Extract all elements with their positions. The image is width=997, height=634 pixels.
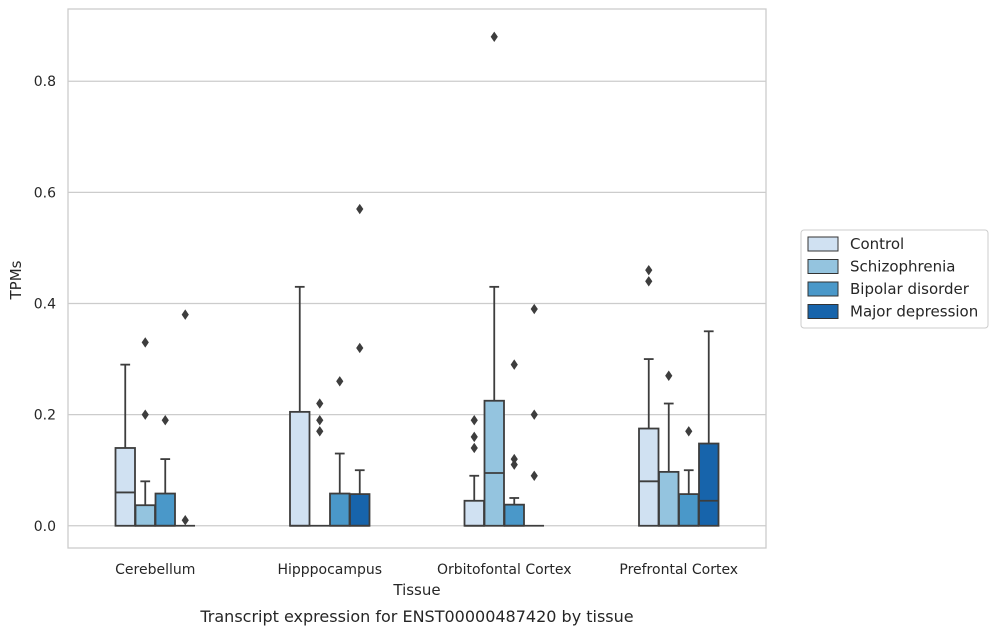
outlier-point [510,359,518,370]
box-schizophrenia [134,337,156,527]
legend: Control Schizophrenia Bipolar disorder Majo… [800,229,989,329]
y-axis-label: TPMs [7,260,25,300]
legend-label: Bipolar disorder [850,280,970,298]
legend-swatch [807,304,839,319]
x-tick-label: Prefrontal Cortex [619,562,738,578]
iqr-box [658,470,680,527]
outlier-point [490,31,498,42]
y-tick-label: 0.2 [34,408,56,424]
x-tick-labels: Cerebellum Hipppocampus Orbitofontal Corte… [115,562,738,578]
outlier-point [510,453,518,465]
iqr-box [463,499,485,527]
iqr-box [678,493,700,527]
outlier-point [316,398,324,409]
box-schizophrenia [310,398,330,527]
box-schizophrenia [658,370,680,527]
legend-swatch [807,281,839,297]
iqr-box [134,504,156,527]
legend-frame [800,229,989,329]
box-bipolar-disorder [154,414,176,527]
outlier-point [316,414,324,426]
outlier-point [645,264,653,276]
y-tick-labels: 0.0 0.2 0.4 0.6 0.8 [34,74,56,535]
y-tick-label: 0.8 [34,74,56,90]
legend-swatch [807,259,839,274]
outlier-point [316,426,324,437]
x-tick-label: Hipppocampus [277,562,382,578]
box-control [114,363,136,527]
legend-label: Schizophrenia [850,258,955,276]
outlier-point [470,431,478,443]
outlier-point [510,459,518,470]
outlier-point [645,276,653,287]
iqr-box [483,399,505,527]
y-tick-label: 0.6 [34,185,56,201]
iqr-box [114,447,136,527]
legend-label: Control [850,235,904,253]
outlier-point [356,342,364,354]
box-major-depression [524,303,544,527]
x-tick-label: Cerebellum [115,562,195,578]
box-control [463,414,485,527]
plot-frame [67,8,767,549]
outlier-point [141,409,149,420]
gridlines [68,80,766,527]
box-bipolar-disorder [678,426,700,527]
box-bipolar-disorder [329,376,351,527]
y-tick-label: 0.4 [34,297,56,313]
iqr-box [503,503,525,527]
y-tick-label: 0.0 [34,519,56,535]
outlier-point [336,376,344,387]
outlier-point [181,515,189,526]
outlier-point [356,203,364,215]
box-bipolar-disorder [503,359,525,527]
box-marks [114,31,720,527]
box-major-depression [175,309,195,527]
outlier-point [685,426,693,437]
box-major-depression [698,330,720,527]
box-control [289,285,311,527]
outlier-point [665,370,673,381]
box-schizophrenia [483,31,505,527]
iqr-box [638,427,660,527]
x-axis-label: Tissue [392,581,440,599]
box-major-depression [349,203,371,527]
outlier-point [530,409,538,420]
outlier-point [530,470,538,481]
iqr-box [698,442,720,527]
outlier-point [470,442,478,454]
iqr-box [289,410,311,527]
outlier-point [530,303,538,315]
outlier-point [141,337,149,348]
outlier-point [161,414,169,426]
x-tick-label: Orbitofontal Cortex [437,562,572,578]
figure-caption: Transcript expression for ENST0000048742… [199,607,633,626]
legend-swatch [807,236,839,252]
outlier-point [470,414,478,426]
outlier-point [181,309,189,320]
iqr-box [349,493,371,527]
iqr-box [154,492,176,527]
iqr-box [329,492,351,527]
legend-label: Major depression [850,303,978,321]
